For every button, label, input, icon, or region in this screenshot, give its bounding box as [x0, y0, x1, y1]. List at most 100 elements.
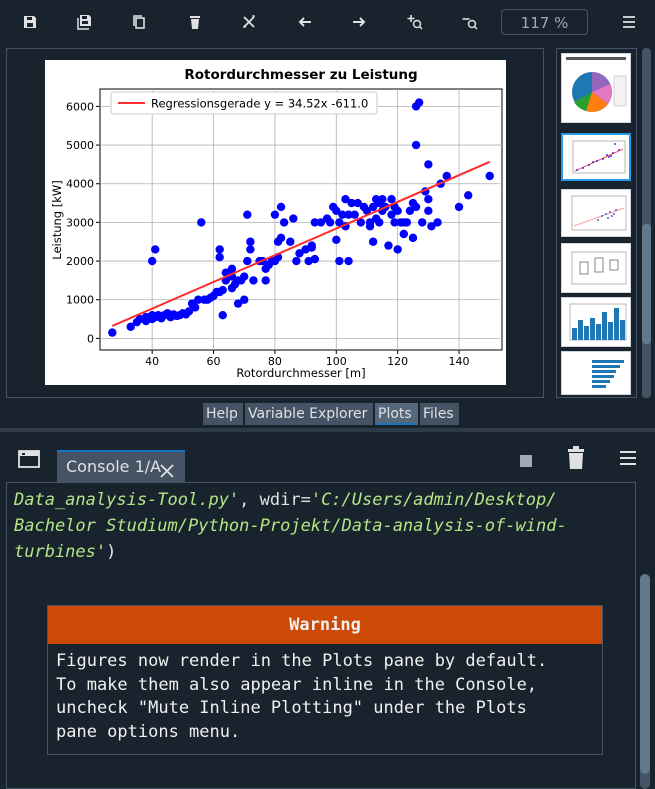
data-point [387, 210, 396, 219]
data-point [335, 256, 344, 266]
y-tick-label: 6000 [66, 100, 94, 113]
data-point [227, 264, 237, 273]
save-icon[interactable] [15, 8, 45, 36]
data-point [184, 307, 194, 316]
data-point [316, 218, 326, 227]
thumbnail-scatter-selected[interactable] [561, 133, 631, 181]
data-point [240, 295, 249, 304]
data-point [126, 322, 135, 331]
data-point [454, 202, 464, 212]
data-point [193, 295, 203, 304]
data-point [261, 276, 270, 285]
data-point [427, 222, 436, 231]
thumbnail-list[interactable] [556, 48, 637, 398]
trash-icon[interactable] [180, 8, 210, 36]
tab-files[interactable]: Files [420, 403, 459, 425]
data-point [151, 245, 160, 254]
main-figure[interactable]: 40 60 80 100 120 140 0 1000 2000 3000 4000 5000 6000… [45, 60, 506, 385]
data-point [353, 198, 362, 208]
pane-tabs: Help Variable Explorer Plots Files [0, 400, 655, 426]
close-icon[interactable] [159, 459, 175, 478]
thumbnail-scrollbar[interactable] [640, 48, 653, 398]
data-point [215, 245, 224, 254]
x-tick-label: 140 [449, 355, 470, 368]
data-point [411, 140, 421, 150]
copy-icon[interactable] [124, 8, 154, 36]
data-point [332, 206, 341, 215]
data-point [399, 229, 409, 239]
zoom-in-icon[interactable] [400, 8, 430, 36]
x-tick-label: 80 [268, 355, 282, 368]
y-tick-label: 5000 [66, 139, 94, 152]
data-point [335, 218, 344, 227]
data-point [307, 241, 316, 250]
data-point [405, 206, 415, 215]
data-point [433, 218, 442, 227]
data-point [310, 218, 320, 227]
warning-title: Warning [48, 606, 602, 644]
boxplot-thumbnail-graphic [571, 251, 627, 285]
x-tick-label: 40 [145, 355, 159, 368]
thumbnail-bar-chart[interactable] [561, 297, 631, 347]
tab-help[interactable]: Help [203, 403, 243, 425]
data-point [390, 218, 399, 227]
thumbnail-scatter-2[interactable] [561, 189, 631, 237]
data-point [286, 237, 295, 246]
data-point [147, 256, 157, 266]
arrow-right-icon[interactable] [344, 8, 374, 36]
browse-tabs-icon[interactable] [18, 450, 40, 468]
arrow-left-icon[interactable] [290, 8, 320, 36]
thumbnail-pie-chart[interactable] [561, 53, 631, 123]
zoom-out-icon[interactable] [455, 8, 485, 36]
legend: Regressionsgerade y = 34.52x -611.0 [110, 91, 378, 115]
data-point [341, 195, 350, 204]
data-point [276, 202, 286, 212]
zoom-level-field[interactable]: 117 % [501, 9, 588, 35]
trash-icon[interactable] [566, 446, 586, 470]
thumbnail-boxplot[interactable] [561, 243, 631, 293]
stop-icon[interactable] [519, 453, 533, 467]
pie-thumbnail-graphic [566, 57, 627, 112]
data-point [368, 202, 378, 212]
data-point [384, 241, 393, 250]
data-point [276, 233, 286, 243]
code-string: 'C:/Users/admin/Desktop/ [310, 490, 557, 510]
data-point [344, 256, 353, 266]
data-point [424, 160, 433, 169]
close-all-icon[interactable] [234, 8, 264, 36]
data-point [332, 235, 341, 244]
data-point [359, 202, 369, 212]
tab-variable-explorer[interactable]: Variable Explorer [245, 403, 373, 425]
data-point [240, 272, 249, 281]
data-point [108, 328, 117, 337]
data-point [338, 210, 347, 219]
data-point [418, 218, 427, 227]
menu-icon[interactable] [614, 8, 644, 36]
code-string: Bachelor Studium/Python-Projekt/Data-ana… [14, 516, 567, 536]
tab-console[interactable]: Console 1/A [57, 450, 185, 482]
data-point [233, 299, 243, 308]
data-point [411, 202, 421, 212]
data-point [246, 237, 255, 246]
y-tick-label: 4000 [66, 178, 94, 191]
thumbnail-scrollbar-handle[interactable] [642, 224, 651, 344]
scatter-chart: 40 60 80 100 120 140 0 1000 2000 3000 4000 5000 6000… [50, 67, 503, 380]
tab-plots[interactable]: Plots [375, 403, 418, 425]
data-point [243, 210, 252, 219]
data-point [485, 171, 494, 181]
menu-icon[interactable] [619, 450, 637, 466]
scatter-thumbnail-graphic [572, 140, 626, 174]
pane-splitter[interactable] [0, 428, 655, 432]
warning-box: Warning Figures now render in the Plots … [47, 605, 603, 755]
data-point [424, 206, 433, 215]
data-point [270, 210, 280, 219]
code-text: , wdir= [239, 490, 311, 510]
console-scrollbar[interactable] [638, 482, 653, 789]
x-tick-label: 100 [326, 355, 347, 368]
save-all-icon[interactable] [70, 8, 100, 36]
console-scrollbar-handle[interactable] [640, 574, 650, 774]
chart-title: Rotordurchmesser zu Leistung [184, 67, 417, 83]
ticks: 40 60 80 100 120 140 0 1000 2000 3000 4000 5000 6000 [66, 100, 470, 368]
console-output[interactable]: Data_analysis-Tool.py', wdir='C:/Users/a… [6, 482, 636, 789]
thumbnail-hbar-chart[interactable] [561, 351, 631, 395]
